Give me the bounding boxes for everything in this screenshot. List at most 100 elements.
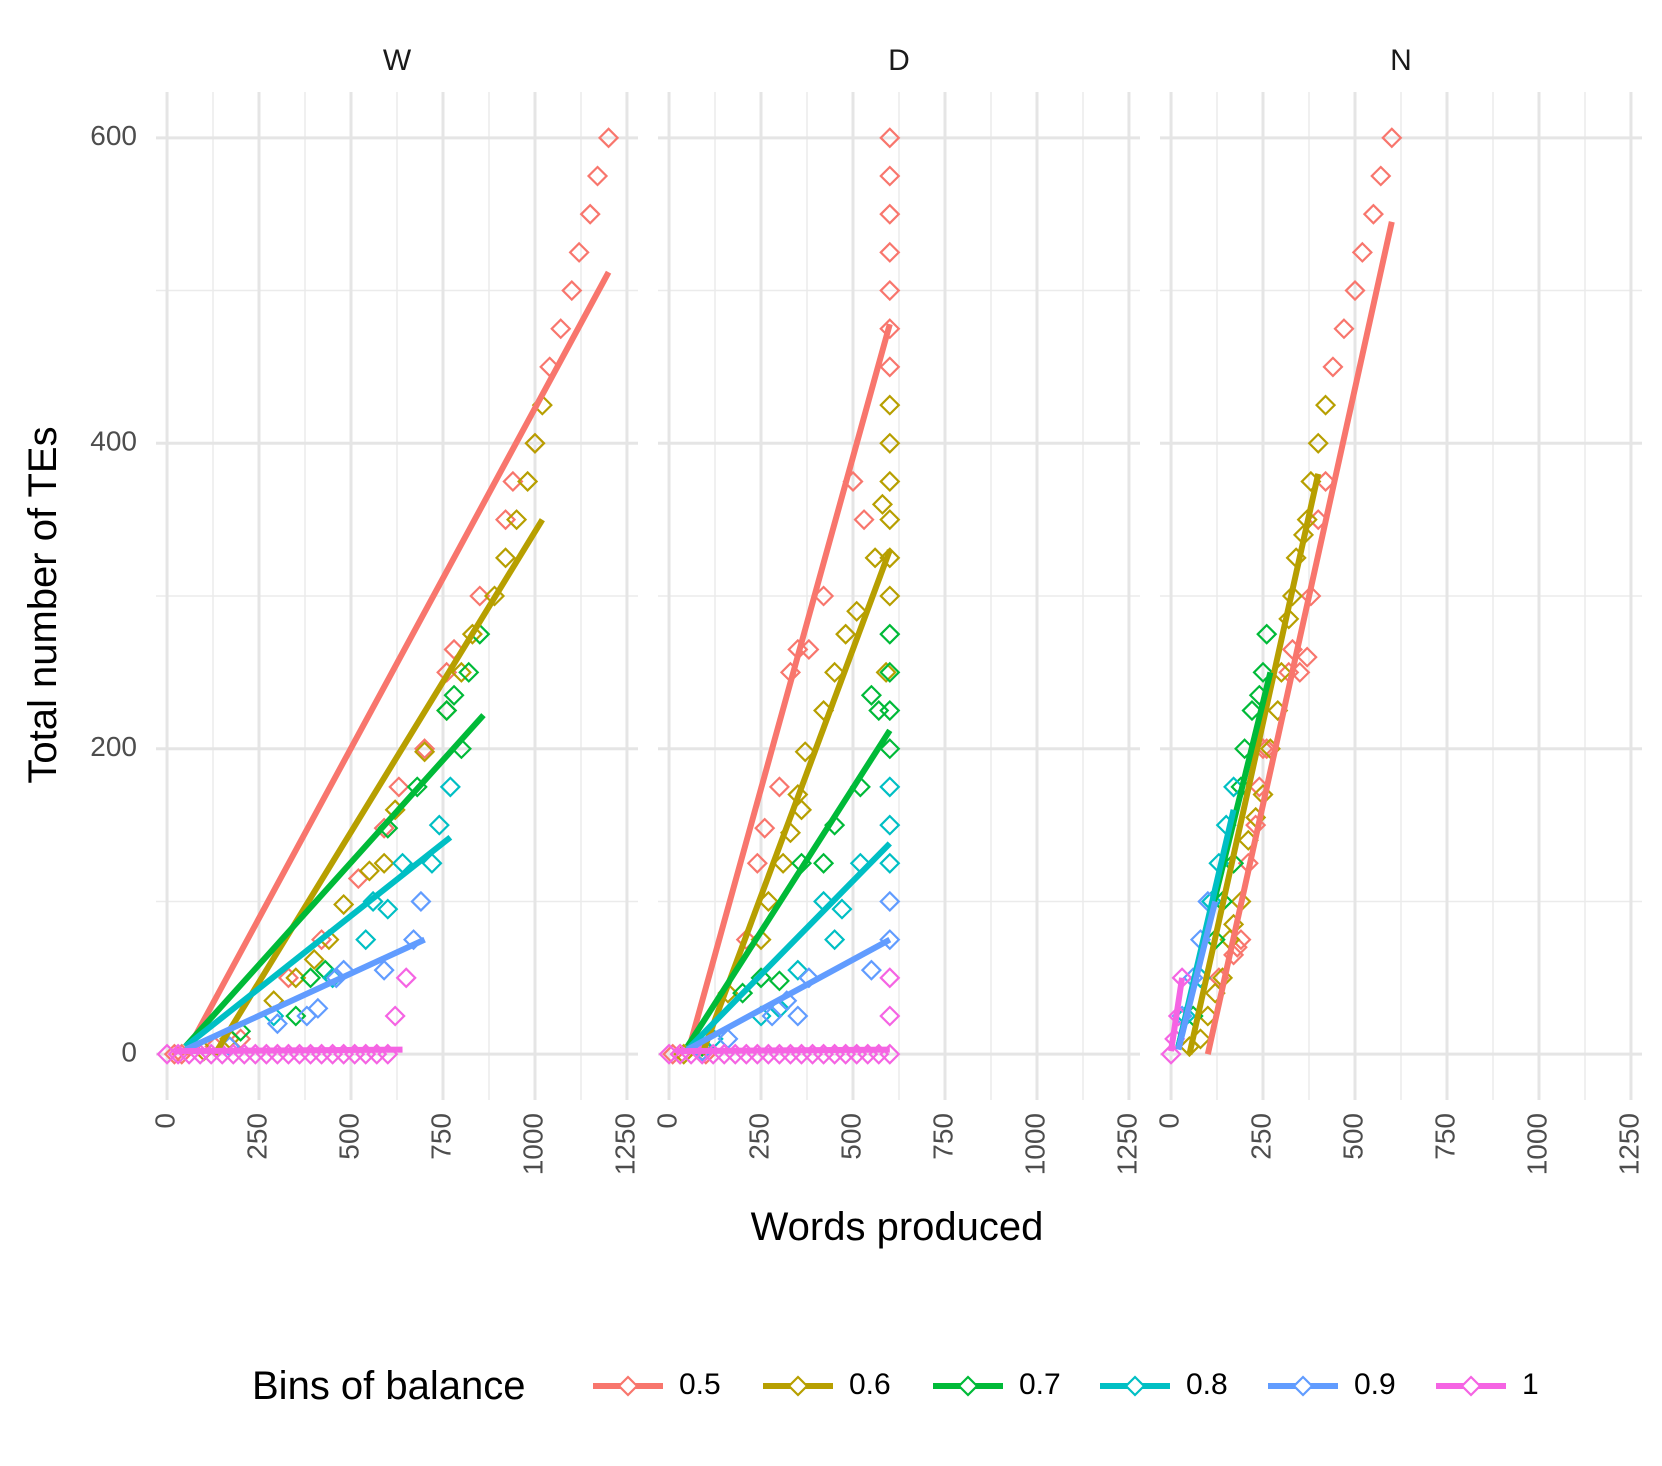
data-point bbox=[754, 817, 776, 839]
fit-line-1 bbox=[1168, 977, 1186, 1052]
y-tick-label: 600 bbox=[90, 120, 137, 151]
data-point bbox=[1344, 279, 1366, 302]
data-point bbox=[524, 432, 546, 454]
panel-strip-label: D bbox=[888, 44, 910, 77]
data-point bbox=[1351, 241, 1373, 263]
data-point bbox=[860, 684, 882, 706]
data-point bbox=[750, 967, 772, 989]
data-point bbox=[410, 890, 432, 913]
x-tick-label: 0 bbox=[651, 1113, 682, 1129]
data-point bbox=[443, 684, 465, 706]
data-point bbox=[586, 165, 609, 187]
data-point bbox=[853, 509, 875, 531]
y-tick-label: 200 bbox=[90, 731, 137, 762]
data-point bbox=[388, 776, 410, 798]
data-point bbox=[1256, 623, 1278, 645]
data-point bbox=[395, 967, 417, 989]
legend-label: 0.9 bbox=[1354, 1368, 1396, 1401]
data-point bbox=[1296, 646, 1318, 668]
data-point bbox=[285, 1005, 307, 1027]
data-point bbox=[879, 661, 901, 683]
data-point bbox=[879, 1005, 901, 1027]
data-point bbox=[598, 127, 620, 149]
data-point bbox=[879, 814, 901, 836]
x-tick-label: 1000 bbox=[517, 1113, 548, 1175]
data-point bbox=[761, 1005, 783, 1027]
data-point bbox=[1300, 585, 1322, 607]
fit-line-0.7 bbox=[684, 728, 893, 1049]
data-point bbox=[414, 741, 436, 763]
data-point bbox=[1223, 776, 1245, 798]
panel-w: W 0 250 500 750 1000 1250 bbox=[149, 44, 640, 1175]
fit-line-0.8 bbox=[685, 841, 892, 1052]
data-point bbox=[1160, 1043, 1182, 1065]
data-point bbox=[403, 929, 425, 951]
fit-line-0.7 bbox=[183, 713, 486, 1049]
data-point bbox=[461, 623, 483, 645]
data-point bbox=[860, 959, 882, 981]
legend-marker-key bbox=[1292, 1375, 1314, 1397]
data-point bbox=[879, 165, 901, 187]
data-point bbox=[846, 600, 868, 622]
legend-item-0.6: 0.6 bbox=[763, 1368, 891, 1401]
x-tick-label: 250 bbox=[743, 1113, 774, 1160]
data-point bbox=[277, 967, 300, 989]
data-point bbox=[879, 776, 901, 798]
data-point bbox=[355, 929, 377, 951]
data-point bbox=[1281, 585, 1304, 607]
data-point bbox=[813, 852, 835, 874]
data-point bbox=[506, 509, 528, 531]
y-axis-title: Total number of TEs bbox=[21, 426, 65, 783]
data-point bbox=[296, 1005, 318, 1027]
data-point bbox=[879, 394, 901, 416]
data-point bbox=[879, 738, 901, 760]
data-point bbox=[794, 741, 816, 763]
data-point bbox=[373, 852, 395, 874]
fit-line-0.5 bbox=[182, 270, 612, 1056]
panel-d: D 0 250 500 750 1000 1250 bbox=[651, 44, 1142, 1175]
data-point bbox=[879, 241, 901, 263]
fit-line-0.6 bbox=[1186, 473, 1322, 1055]
x-tick-label: 750 bbox=[1429, 1113, 1460, 1160]
data-point bbox=[875, 661, 897, 683]
data-point bbox=[768, 970, 790, 992]
legend-title: Bins of balance bbox=[252, 1364, 526, 1408]
legend-item-0.8: 0.8 bbox=[1100, 1368, 1228, 1401]
y-tick-label: 0 bbox=[121, 1037, 137, 1068]
data-point bbox=[550, 318, 572, 340]
fit-line-0.9 bbox=[686, 937, 892, 1053]
legend-items: 0.5 0.6 0.7 0.8 0.9 1 bbox=[593, 1368, 1539, 1401]
data-point bbox=[373, 959, 395, 981]
chart-panels: W 0 250 500 750 1000 1250 D 0 250 500 750 1000 1250 N 0… bbox=[90, 44, 1644, 1175]
data-point bbox=[879, 470, 901, 493]
data-point bbox=[871, 493, 893, 515]
data-point bbox=[1278, 608, 1300, 630]
data-point bbox=[1197, 1005, 1219, 1027]
data-point bbox=[303, 948, 325, 971]
x-tick-label: 1000 bbox=[1019, 1113, 1050, 1175]
legend-marker-key bbox=[787, 1375, 809, 1397]
data-point bbox=[494, 547, 517, 569]
fit-line-0.9 bbox=[184, 936, 426, 1053]
data-point bbox=[746, 852, 768, 874]
legend-marker-key bbox=[957, 1375, 979, 1397]
data-point bbox=[414, 738, 436, 760]
series-0.9 bbox=[219, 890, 432, 1058]
legend-label: 1 bbox=[1522, 1368, 1539, 1401]
data-point bbox=[879, 929, 901, 951]
legend-label: 0.6 bbox=[849, 1368, 891, 1401]
x-tick-label: 1250 bbox=[1111, 1113, 1142, 1175]
legend: Bins of balance 0.5 0.6 0.7 0.8 0.9 1 bbox=[252, 1364, 1539, 1408]
data-point bbox=[1241, 699, 1263, 722]
data-point bbox=[502, 470, 524, 493]
panel-strip-label: W bbox=[383, 44, 412, 77]
data-point bbox=[787, 959, 809, 981]
data-point bbox=[384, 1005, 406, 1027]
data-point bbox=[768, 776, 790, 798]
x-tick-label: 250 bbox=[1245, 1113, 1276, 1160]
legend-item-1: 1 bbox=[1436, 1368, 1539, 1401]
y-tick-label: 400 bbox=[90, 426, 137, 457]
fit-line-0.9 bbox=[1175, 900, 1219, 1051]
legend-marker-key bbox=[617, 1375, 639, 1397]
data-point bbox=[266, 1013, 288, 1035]
